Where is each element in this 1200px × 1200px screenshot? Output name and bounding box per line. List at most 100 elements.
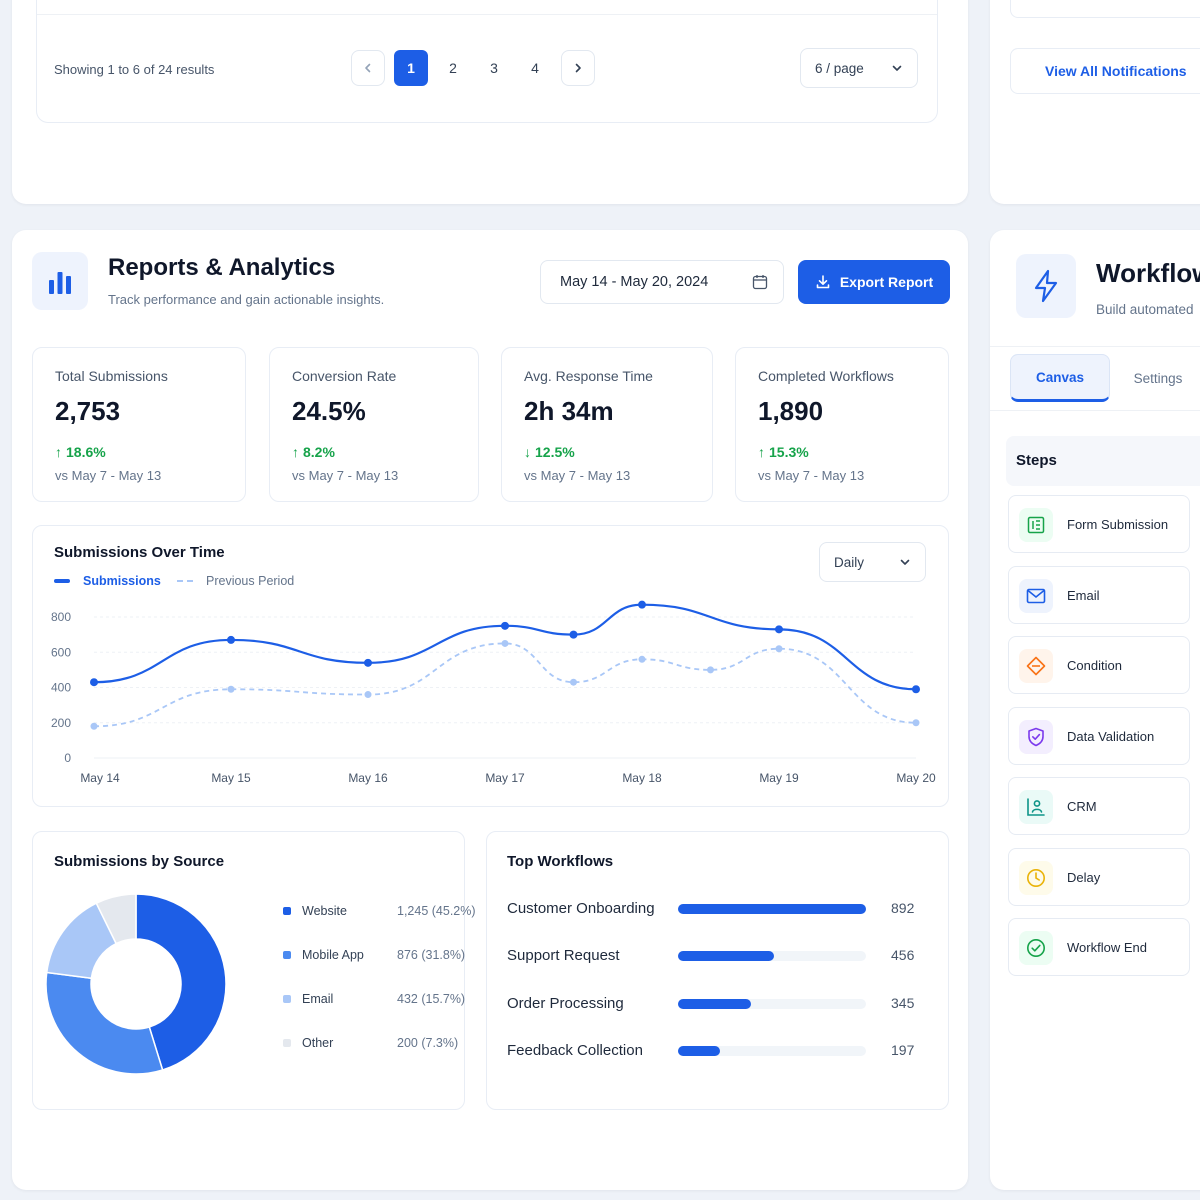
- kpi-title: Total Submissions: [55, 368, 168, 384]
- step-label: Workflow End: [1067, 940, 1147, 955]
- submissions-over-time-card: Submissions Over Time Submissions Previo…: [32, 525, 949, 807]
- export-report-label: Export Report: [839, 274, 934, 290]
- page-size-select[interactable]: 6 / page: [800, 48, 918, 88]
- page-button-2[interactable]: 2: [449, 60, 457, 76]
- step-icon-wrap: [1019, 508, 1053, 542]
- workflow-row-feedback-collection: Feedback Collection 197: [507, 1042, 937, 1062]
- arrow-up-icon: ↑: [292, 444, 299, 460]
- source-legend-email: Email 432 (15.7%): [283, 992, 483, 1006]
- previous-period-point: [90, 722, 98, 730]
- notification-item: [1010, 0, 1200, 18]
- workflow-bar-track: [678, 951, 866, 961]
- page-button-4[interactable]: 4: [531, 60, 539, 76]
- arrow-up-icon: ↑: [758, 444, 765, 460]
- kpi-card-total-submissions: Total Submissions 2,753 ↑ 18.6% vs May 7 …: [32, 347, 246, 502]
- y-tick-label: 0: [64, 751, 71, 765]
- date-range-picker[interactable]: May 14 - May 20, 2024: [540, 260, 784, 304]
- chevron-down-icon: [900, 559, 910, 565]
- donut-slice-other: [95, 893, 137, 945]
- download-icon: [816, 275, 830, 289]
- step-label: CRM: [1067, 799, 1097, 814]
- y-tick-label: 200: [51, 716, 71, 730]
- step-workflow-end[interactable]: Workflow End: [1008, 918, 1190, 976]
- source-legend-website: Website 1,245 (45.2%): [283, 904, 483, 918]
- step-form-submission[interactable]: Form Submission: [1008, 495, 1190, 553]
- legend-dot: [283, 995, 291, 1003]
- contact-icon: [1027, 798, 1045, 816]
- table-card: Showing 1 to 6 of 24 results 1 2 3 4 6 /…: [36, 0, 938, 123]
- kpi-value: 24.5%: [292, 396, 366, 426]
- legend-value: 876 (31.8%): [397, 948, 466, 962]
- legend-previous-period: Previous Period: [177, 574, 294, 588]
- export-report-button[interactable]: Export Report: [798, 260, 950, 304]
- workflow-name: Feedback Collection: [507, 1042, 643, 1059]
- step-label: Form Submission: [1067, 517, 1169, 532]
- previous-period-point: [570, 678, 577, 686]
- workflow-bar-track: [678, 999, 866, 1009]
- legend-dot: [283, 951, 291, 959]
- legend-value: 1,245 (45.2%): [397, 904, 476, 918]
- step-crm[interactable]: CRM: [1008, 777, 1190, 835]
- workflow-panel: Workflow Build automated Canvas Settings…: [990, 230, 1200, 1190]
- kpi-title: Avg. Response Time: [524, 368, 653, 384]
- legend-swatch: [177, 580, 193, 582]
- kpi-card-conversion-rate: Conversion Rate 24.5% ↑ 8.2% vs May 7 - M…: [269, 347, 479, 502]
- step-delay[interactable]: Delay: [1008, 848, 1190, 906]
- tab-settings[interactable]: Settings: [1118, 354, 1198, 402]
- kpi-card-avg-response-time: Avg. Response Time 2h 34m ↓ 12.5% vs May …: [501, 347, 713, 502]
- x-tick-label: May 18: [622, 771, 662, 785]
- source-chart-title: Submissions by Source: [54, 853, 225, 870]
- view-all-notifications-button[interactable]: View All Notifications: [1010, 48, 1200, 94]
- step-condition[interactable]: Condition: [1008, 636, 1190, 694]
- kpi-delta: ↑ 15.3%: [758, 444, 809, 460]
- prev-page-button[interactable]: [351, 50, 385, 86]
- next-page-button[interactable]: [561, 50, 595, 86]
- bar-chart-icon: [49, 272, 71, 294]
- source-legend-other: Other 200 (7.3%): [283, 1036, 483, 1050]
- workflow-bar-track: [678, 904, 866, 914]
- steps-heading: Steps: [1016, 452, 1057, 469]
- legend-value: 432 (15.7%): [397, 992, 466, 1006]
- check-circle-icon: [1027, 939, 1045, 957]
- legend-dot: [283, 1039, 291, 1047]
- top-workflows-title: Top Workflows: [507, 853, 614, 870]
- workflow-count: 197: [891, 1042, 915, 1058]
- previous-period-point: [707, 666, 714, 674]
- submissions-point: [364, 658, 372, 667]
- kpi-compare: vs May 7 - May 13: [758, 468, 865, 483]
- workflow-count: 456: [891, 947, 915, 963]
- submissions-point: [501, 621, 509, 630]
- previous-period-point: [227, 685, 235, 693]
- submissions-point: [638, 600, 646, 609]
- workflow-row-customer-onboarding: Customer Onboarding 892: [507, 900, 937, 920]
- arrow-down-icon: ↓: [524, 444, 531, 460]
- legend-label: Website: [302, 904, 347, 918]
- legend-submissions: Submissions: [54, 574, 161, 588]
- workflow-name: Support Request: [507, 947, 620, 964]
- workflow-bar: [678, 999, 751, 1009]
- step-label: Condition: [1067, 658, 1122, 673]
- legend-label: Submissions: [83, 574, 161, 588]
- submissions-point: [775, 625, 783, 634]
- kpi-value: 1,890: [758, 396, 824, 426]
- step-email[interactable]: Email: [1008, 566, 1190, 624]
- legend-swatch: [54, 579, 70, 583]
- kpi-value: 2h 34m: [524, 396, 614, 426]
- reports-title: Reports & Analytics: [108, 254, 336, 281]
- form-icon: [1027, 516, 1045, 534]
- interval-select[interactable]: Daily: [819, 542, 926, 582]
- workflow-logo: [1016, 254, 1076, 318]
- previous-period-point: [912, 719, 920, 727]
- step-data-validation[interactable]: Data Validation: [1008, 707, 1190, 765]
- legend-dot: [283, 907, 291, 915]
- legend-label: Previous Period: [206, 574, 295, 588]
- kpi-delta: ↑ 8.2%: [292, 444, 335, 460]
- workflow-title: Workflow: [1096, 258, 1200, 288]
- page-button-3[interactable]: 3: [490, 60, 498, 76]
- tab-canvas[interactable]: Canvas: [1010, 354, 1110, 402]
- y-tick-label: 800: [51, 610, 71, 624]
- page-button-1[interactable]: 1: [394, 50, 428, 86]
- chevron-left-icon: [365, 63, 371, 73]
- x-tick-label: May 16: [348, 771, 388, 785]
- step-icon-wrap: [1019, 649, 1053, 683]
